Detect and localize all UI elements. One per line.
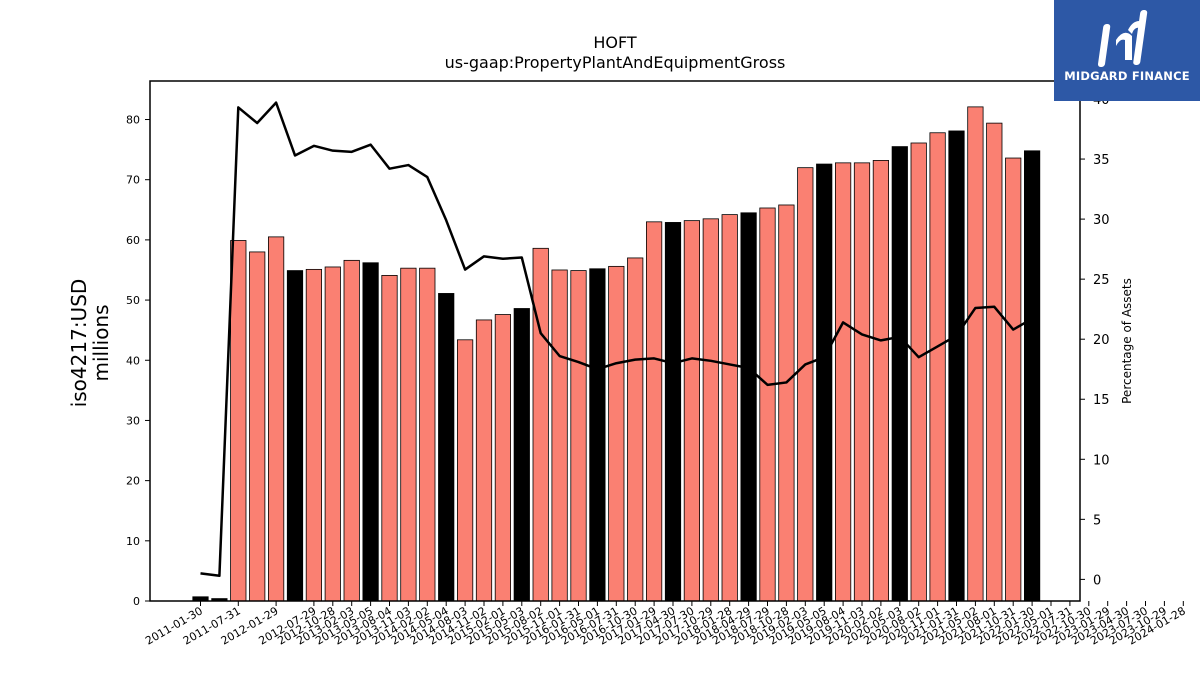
y-tick-label: 60 xyxy=(126,234,140,247)
y2-tick-label: 0 xyxy=(1093,573,1101,588)
bar-2019-05-05 xyxy=(816,163,833,602)
bar-2020-05-03 xyxy=(891,146,908,602)
y-tick-label: 40 xyxy=(126,354,140,367)
bar-2019-11-03 xyxy=(853,162,871,602)
bar-2013-11-03 xyxy=(400,267,417,602)
bar-2021-01-31 xyxy=(948,130,965,602)
logo-text: MIDGARD FINANCE xyxy=(1064,69,1190,83)
y-axis-left: 0 10 20 30 40 50 60 70 80 xyxy=(126,114,150,608)
bar-2021-05-02 xyxy=(967,106,984,602)
y2-tick-label: 5 xyxy=(1093,513,1101,528)
y-tick-label: 20 xyxy=(126,475,140,488)
y-tick-label: 30 xyxy=(126,414,140,427)
bar-2014-05-04 xyxy=(438,293,455,602)
y-tick-label: 50 xyxy=(126,294,140,307)
midgard-finance-logo: MIDGARD FINANCE xyxy=(1054,0,1200,101)
bar-2013-05-05 xyxy=(362,262,379,602)
y-tick-label: 10 xyxy=(126,535,140,548)
bar-2015-08-02 xyxy=(532,247,549,602)
bar-2013-08-04 xyxy=(381,274,398,602)
y-tick-label: 0 xyxy=(133,595,140,608)
bar-2014-02-02 xyxy=(419,267,436,602)
percentage-of-assets-line xyxy=(200,101,1033,578)
midgard-logo-icon xyxy=(1097,10,1148,67)
bar-2012-01-29 xyxy=(267,236,285,602)
bar-2016-05-01 xyxy=(589,268,606,602)
bar-2020-08-02 xyxy=(910,142,927,602)
bar-2018-04-29 xyxy=(740,212,757,602)
y2-axis-label: Percentage of Assets xyxy=(1120,278,1134,404)
y2-tick-label: 20 xyxy=(1093,333,1110,348)
bar-2019-08-04 xyxy=(835,162,852,602)
y2-tick-label: 35 xyxy=(1093,153,1110,168)
y-tick-label: 80 xyxy=(126,114,140,127)
bar-2020-11-01 xyxy=(929,132,946,602)
bar-2021-10-31 xyxy=(1005,157,1022,602)
y2-tick-label: 10 xyxy=(1093,453,1110,468)
y-axis-label-line2: millions xyxy=(89,304,113,381)
bar-2015-11-01 xyxy=(551,269,568,602)
bar-2018-07-29 xyxy=(759,207,776,602)
x-axis: 2011-01-302011-07-312012-01-292012-07-29… xyxy=(143,601,1188,648)
y2-tick-label: 25 xyxy=(1093,273,1110,288)
bar-2018-01-28 xyxy=(721,214,738,602)
bar-2016-07-31 xyxy=(608,265,625,602)
bar-2022-01-30 xyxy=(1024,150,1041,602)
y2-tick-label: 30 xyxy=(1093,213,1110,228)
bar-2016-10-30 xyxy=(627,257,644,602)
y-axis-right: 0510152025303540 xyxy=(1080,93,1110,588)
bar-2012-07-29 xyxy=(305,268,323,602)
bar-2020-02-02 xyxy=(872,160,890,602)
bar-2012-10-28 xyxy=(324,266,341,602)
bar-2017-04-30 xyxy=(664,222,682,602)
plot-frame xyxy=(149,80,1081,602)
bar-2016-01-31 xyxy=(570,270,587,602)
bar-2017-10-29 xyxy=(702,218,719,602)
bar-2017-01-29 xyxy=(646,221,663,602)
bar-2014-08-03 xyxy=(456,339,474,602)
y2-tick-label: 15 xyxy=(1093,393,1110,408)
bar-2013-02-03 xyxy=(343,259,360,602)
bars xyxy=(192,106,1041,602)
bar-2015-02-01 xyxy=(494,314,512,602)
bar-2012-04-29 xyxy=(286,270,304,602)
bar-2011-07-31 xyxy=(230,240,247,602)
bar-2019-02-03 xyxy=(797,167,814,602)
chart-subtitle: us-gaap:PropertyPlantAndEquipmentGross xyxy=(445,53,786,72)
chart-title: HOFT xyxy=(593,33,637,52)
bar-2015-05-03 xyxy=(513,308,530,602)
y-axis-label-line1: iso4217:USD xyxy=(67,279,91,408)
bar-2011-10-30 xyxy=(249,251,266,602)
bar-2018-10-28 xyxy=(778,204,795,602)
bar-2017-07-30 xyxy=(683,220,701,602)
bar-2014-11-02 xyxy=(475,319,493,602)
bar-2021-08-01 xyxy=(986,122,1003,602)
y-tick-label: 70 xyxy=(126,174,140,187)
